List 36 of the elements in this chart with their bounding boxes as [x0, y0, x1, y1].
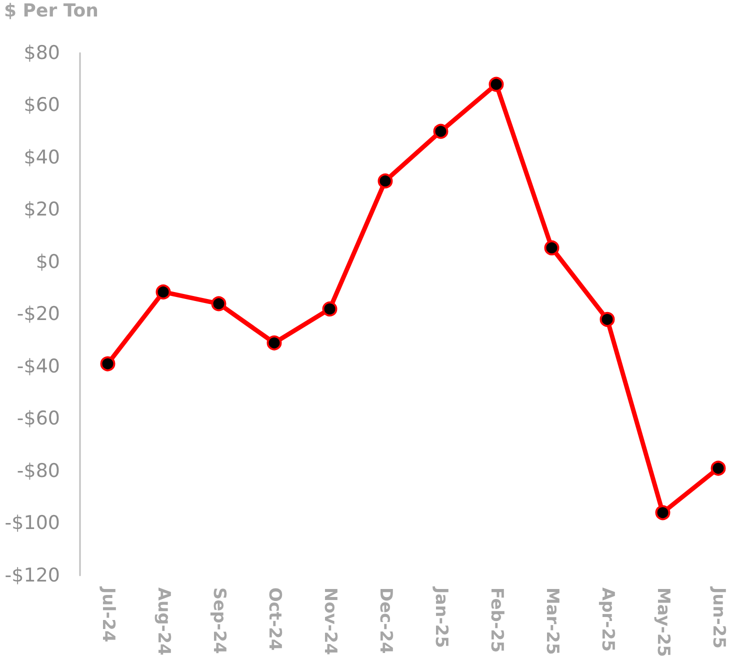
- x-tick-label: Apr-25: [597, 587, 618, 652]
- x-tick-label: Feb-25: [486, 587, 506, 653]
- x-tick-label: May-25: [652, 587, 673, 658]
- x-tick-label: Aug-24: [153, 587, 174, 656]
- y-tick-label: -$40: [16, 355, 60, 378]
- y-tick-label: -$60: [16, 408, 60, 430]
- point: [156, 284, 171, 300]
- x-tick-label: Jul-24: [98, 586, 118, 642]
- x-tick-label: Dec-24: [375, 587, 396, 654]
- point: [266, 335, 282, 350]
- x-tick-label: Jun-25: [708, 586, 728, 649]
- point: [378, 173, 393, 188]
- point: [322, 301, 338, 316]
- y-tick-label: -$120: [4, 564, 60, 586]
- x-tick-label: Mar-25: [542, 587, 562, 655]
- x-tick-label: Oct-24: [264, 587, 284, 651]
- point: [710, 460, 726, 476]
- y-tick-label: $40: [24, 146, 60, 168]
- y-tick-label: -$100: [4, 512, 60, 534]
- point: [655, 505, 670, 520]
- y-tick-label: $20: [24, 198, 60, 221]
- point: [211, 296, 226, 312]
- y-tick-label: $0: [36, 250, 60, 273]
- point: [488, 76, 504, 92]
- point: [600, 312, 615, 327]
- point: [100, 356, 116, 372]
- y-tick-label: -$20: [16, 303, 60, 326]
- x-tick-label: Jan-25: [430, 586, 451, 648]
- y-axis-title: $ Per Ton: [4, 0, 98, 22]
- y-tick-label: $60: [24, 94, 60, 116]
- y-tick-label: $80: [24, 42, 60, 64]
- x-tick-label: Sep-24: [208, 587, 229, 654]
- point: [544, 240, 560, 256]
- point: [433, 124, 448, 139]
- y-tick-label: -$80: [16, 460, 60, 482]
- x-tick-label: Nov-24: [320, 587, 340, 656]
